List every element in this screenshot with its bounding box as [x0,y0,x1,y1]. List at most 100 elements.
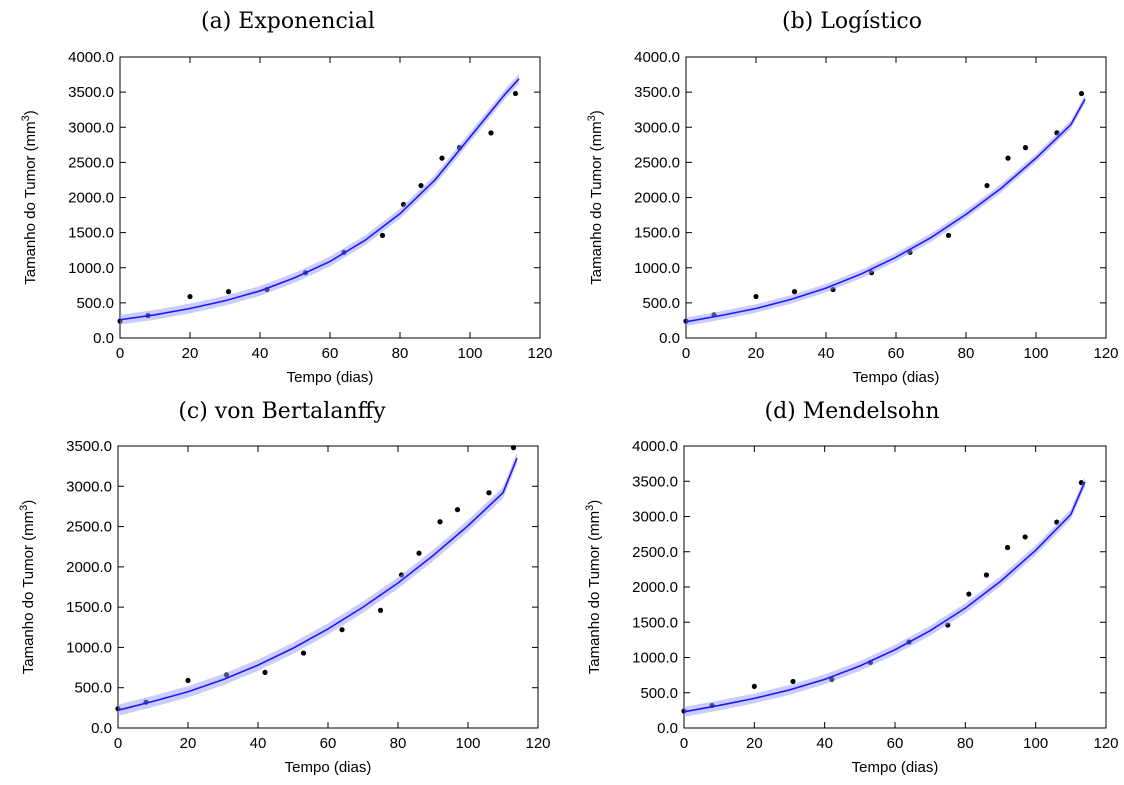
y-axis-label-end: ) [588,110,605,115]
data-point [300,650,307,656]
data-point [510,445,517,451]
data-point [488,130,494,136]
fitted-model-line [683,481,1086,713]
fitted-model-line [685,98,1086,323]
chart-title: (d) Mendelsohn [765,399,940,424]
data-point [1022,145,1029,151]
y-tick-label: 3000.0 [632,509,678,526]
x-tick-label: 120 [525,735,550,752]
y-tick-label: 3500.0 [634,84,680,101]
x-tick-label: 60 [887,735,904,752]
chart-title: (b) Logístico [782,9,922,34]
y-tick-label: 3500.0 [632,473,678,490]
y-axis-label-end: ) [22,110,39,115]
y-axis-label-sup: 3 [18,505,30,511]
y-tick-label: 3500.0 [66,438,112,455]
y-tick-label: 1000.0 [66,639,112,656]
x-tick-label: 60 [320,735,337,752]
x-tick-label: 80 [392,345,409,362]
data-point [418,182,424,189]
x-axis-label: Tempo (dias) [853,369,940,386]
data-point [791,289,798,295]
x-tick-label: 0 [114,735,122,752]
y-tick-label: 4000.0 [632,438,678,455]
y-tick-label: 2000.0 [634,190,680,207]
y-axis-label-main: Tamanho do Tumor (mm [588,121,605,284]
y-tick-label: 1500.0 [632,614,678,631]
chart-panel-4: (d) Mendelsohn 0 20 40 60 80 100 120 0.0 500.0 100… [584,399,1119,776]
y-tick-label: 4000.0 [68,49,114,66]
data-point [185,677,191,684]
x-tick-label: 120 [527,345,552,362]
data-point [454,507,461,513]
y-axis-label-sup: 3 [20,115,32,121]
x-tick-label: 100 [1023,735,1048,752]
x-axis-label: Tempo (dias) [287,369,374,386]
data-point [187,293,193,300]
x-tick-label: 120 [1093,735,1118,752]
chart-title: (a) Exponencial [201,9,375,34]
y-axis-label-end: ) [586,500,603,505]
x-tick-label: 60 [888,345,905,362]
y-tick-label: 0.0 [93,330,114,347]
x-tick-label: 80 [958,345,975,362]
chart-panel-1: (a) Exponencial 0 20 40 60 80 100 120 0.0 500.0 10… [20,9,553,386]
y-axis-label-main: Tamanho do Tumor (mm [20,511,37,674]
x-tick-label: 40 [818,345,835,362]
data-point [945,232,952,239]
y-axis-label: Tamanho do Tumor (mm3) [20,110,39,285]
y-axis-label-sup: 3 [584,505,596,511]
confidence-band [686,94,1085,327]
chart-panel-2: (b) Logístico 0 20 40 60 80 100 120 0.0 500.0 1000… [586,9,1119,386]
y-tick-label: 1500.0 [634,225,680,242]
plot-frame [685,56,1107,339]
y-tick-label: 1500.0 [68,225,114,242]
y-tick-label: 3000.0 [634,119,680,136]
data-point [983,572,990,578]
y-tick-label: 1000.0 [634,260,680,277]
data-point [966,591,972,597]
data-point [512,90,519,97]
x-tick-label: 0 [682,345,690,362]
y-tick-label: 3000.0 [68,119,114,136]
y-tick-label: 1000.0 [632,650,678,667]
data-point [790,678,796,685]
y-tick-label: 3000.0 [66,478,112,495]
data-point [225,289,232,295]
y-tick-label: 500.0 [74,680,112,697]
y-tick-label: 500.0 [640,685,678,702]
y-tick-label: 0.0 [659,330,680,347]
y-tick-label: 2500.0 [68,154,114,171]
y-tick-label: 1000.0 [68,260,114,277]
y-tick-label: 0.0 [657,720,678,737]
confidence-band [120,73,519,325]
x-tick-label: 0 [116,345,124,362]
data-point [751,683,757,690]
x-axis-label: Tempo (dias) [852,759,939,776]
x-tick-label: 0 [680,735,688,752]
x-tick-label: 120 [1093,345,1118,362]
x-tick-label: 40 [250,735,267,752]
x-tick-label: 80 [957,735,974,752]
plot-frame [683,445,1107,729]
y-tick-label: 0.0 [91,720,112,737]
y-axis-label-sup: 3 [586,115,598,121]
data-point [439,155,445,161]
y-axis-label: Tamanho do Tumor (mm3) [584,500,603,675]
x-tick-label: 20 [180,735,197,752]
x-tick-label: 20 [746,735,763,752]
plot-frame [119,56,541,339]
y-tick-label: 3500.0 [68,84,114,101]
data-point [416,550,422,556]
x-tick-label: 80 [390,735,407,752]
chart-title: (c) von Bertalanffy [178,399,386,424]
data-point [377,607,384,613]
x-tick-label: 100 [457,345,482,362]
data-point [1004,544,1011,551]
data-point [339,627,345,633]
y-axis-label: Tamanho do Tumor (mm3) [18,500,37,675]
chart-panel-3: (c) von Bertalanffy 0 20 40 60 80 100 120 0.0 500… [18,399,551,776]
y-tick-label: 500.0 [642,295,680,312]
x-axis-label: Tempo (dias) [285,759,372,776]
